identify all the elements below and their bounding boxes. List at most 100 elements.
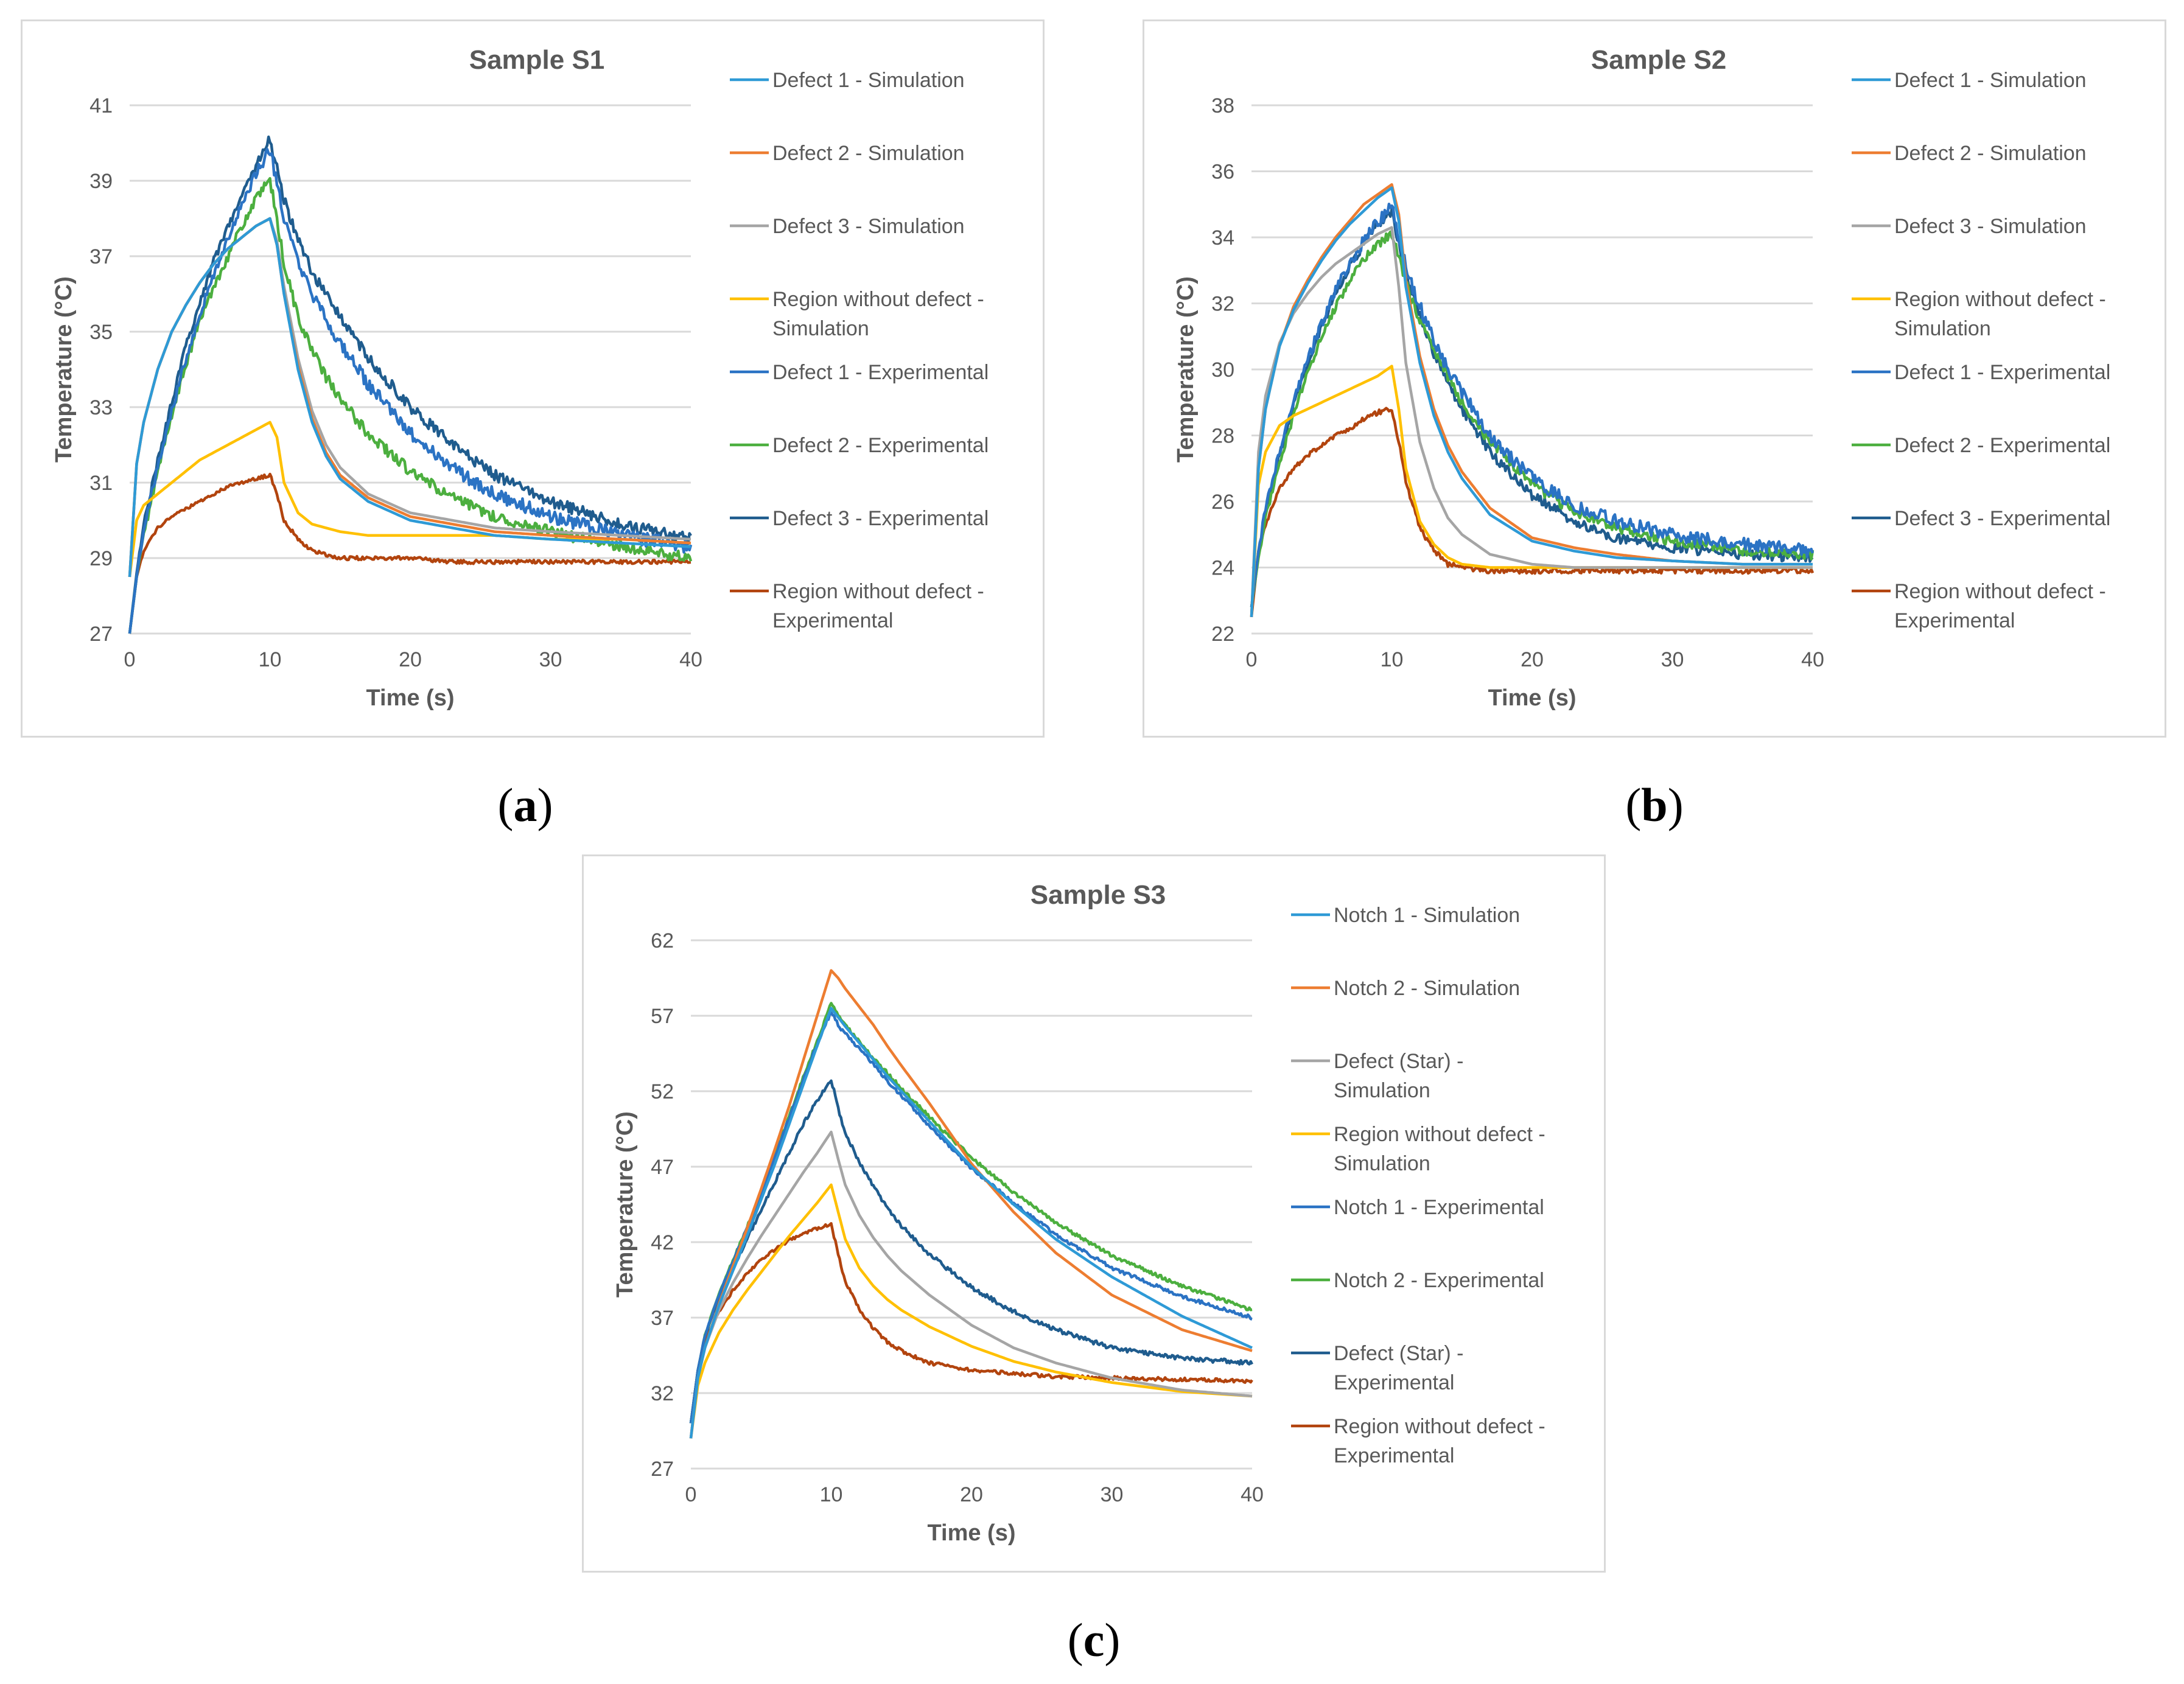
legend-entry: Defect 3 - Simulation	[1894, 215, 2087, 238]
chart-title: Sample S3	[1031, 880, 1166, 910]
legend-entry: Notch 1 - Experimental	[1334, 1196, 1544, 1219]
legend-entry: Region without defect -Experimental	[1334, 1415, 1545, 1467]
x-tick-label: 0	[685, 1483, 697, 1506]
chart-title: Sample S2	[1591, 45, 1727, 75]
series-line	[1250, 407, 1815, 618]
chart-panel-s2: Sample S2 22 24 26 28 30 32 34 36 38 0 10 20 30 40 Time…	[1143, 19, 2166, 738]
caption-a-letter: a	[513, 778, 537, 831]
series-line	[128, 217, 691, 578]
y-tick-label: 27	[89, 623, 113, 646]
legend-entry: Region without defect -Experimental	[772, 580, 984, 632]
y-tick-label: 24	[1211, 557, 1234, 580]
chart-s2-svg: Sample S2 22 24 26 28 30 32 34 36 38 0 10 20 30 40 Time…	[1173, 45, 2110, 711]
y-axis-title: Temperature (°C)	[51, 276, 77, 463]
y-tick-label: 41	[89, 94, 113, 117]
caption-c-letter: c	[1083, 1613, 1105, 1666]
caption-b-letter: b	[1641, 778, 1668, 831]
y-tick-label: 37	[651, 1307, 674, 1330]
y-tick-label: 47	[651, 1156, 674, 1179]
x-axis-title: Time (s)	[927, 1520, 1015, 1546]
legend-entry: Region without defect -Simulation	[1334, 1123, 1545, 1175]
y-tick-label: 28	[1211, 425, 1234, 448]
x-tick-label: 20	[399, 648, 422, 671]
series-line	[689, 969, 1253, 1439]
y-tick-label: 36	[1211, 161, 1234, 184]
y-tick-label: 35	[89, 321, 113, 344]
legend-entry: Defect 3 - Experimental	[772, 507, 989, 530]
x-tick-label: 30	[1661, 648, 1684, 671]
y-tick-label: 22	[1211, 623, 1234, 646]
y-tick-label: 57	[651, 1005, 674, 1028]
series-line	[1250, 202, 1815, 607]
y-axis-title: Temperature (°C)	[612, 1111, 638, 1298]
y-axis-title: Temperature (°C)	[1173, 276, 1199, 463]
y-tick-label: 39	[89, 170, 113, 193]
y-tick-label: 52	[651, 1080, 674, 1103]
chart-s1-svg: Sample S1 27 29 31 33 35 37 39 41 0 10 20 30 40 Time (…	[51, 45, 989, 711]
y-tick-label: 37	[89, 245, 113, 268]
legend-entry: Defect 1 - Simulation	[1894, 69, 2087, 92]
y-tick-label: 30	[1211, 358, 1234, 382]
x-tick-label: 40	[1801, 648, 1824, 671]
series-line	[128, 421, 691, 578]
y-tick-label: 42	[651, 1231, 674, 1254]
series-line	[128, 135, 692, 634]
y-tick-label: 26	[1211, 491, 1234, 514]
caption-b: (b)	[1625, 778, 1684, 831]
legend-entry: Region without defect -Simulation	[772, 288, 984, 340]
legend-entry: Defect (Star) -Experimental	[1334, 1342, 1463, 1394]
chart-panel-s1: Sample S1 27 29 31 33 35 37 39 41 0 10 20 30 40 Time (…	[21, 19, 1045, 738]
series-line	[1250, 208, 1814, 607]
series-line	[689, 1011, 1253, 1424]
legend-entry: Notch 2 - Simulation	[1334, 977, 1520, 1000]
x-tick-label: 40	[1241, 1483, 1264, 1506]
caption-c: (c)	[1067, 1613, 1121, 1666]
x-tick-label: 10	[1381, 648, 1404, 671]
legend-entry: Defect 1 - Simulation	[772, 69, 965, 92]
legend-entry: Defect 2 - Simulation	[1894, 142, 2087, 165]
series-line	[1250, 226, 1813, 617]
x-tick-label: 20	[960, 1483, 983, 1506]
chart-panel-s3: Sample S3 27 32 37 42 47 52 57 62 0 10 20 30 40 Time (…	[582, 854, 1606, 1573]
y-tick-label: 32	[1211, 293, 1234, 316]
chart-title: Sample S1	[469, 45, 605, 75]
legend-entry: Defect 2 - Experimental	[1894, 434, 2110, 457]
caption-a: (a)	[497, 778, 553, 831]
y-tick-label: 29	[89, 547, 113, 570]
series-line	[1250, 186, 1813, 618]
legend-entry: Defect 3 - Simulation	[772, 215, 965, 238]
series-line	[689, 1007, 1253, 1439]
series-line	[128, 472, 691, 634]
legend-entry: Defect 1 - Experimental	[1894, 361, 2110, 384]
y-tick-label: 32	[651, 1382, 674, 1405]
x-tick-label: 0	[1246, 648, 1258, 671]
x-axis-title: Time (s)	[366, 685, 454, 711]
y-tick-label: 38	[1211, 94, 1234, 117]
legend-entry: Defect (Star) -Simulation	[1334, 1050, 1463, 1102]
x-tick-label: 20	[1521, 648, 1544, 671]
series-line	[128, 147, 693, 634]
y-tick-label: 31	[89, 472, 113, 495]
series-line	[689, 1130, 1253, 1439]
x-tick-label: 40	[679, 648, 702, 671]
legend-entry: Defect 2 - Experimental	[772, 434, 989, 457]
legend-entry: Defect 3 - Experimental	[1894, 507, 2110, 530]
chart-s3-svg: Sample S3 27 32 37 42 47 52 57 62 0 10 20 30 40 Time (…	[612, 880, 1545, 1546]
x-tick-label: 10	[820, 1483, 843, 1506]
y-tick-label: 27	[651, 1458, 674, 1481]
legend-entry: Region without defect -Simulation	[1894, 288, 2106, 340]
legend-entry: Defect 1 - Experimental	[772, 361, 989, 384]
x-tick-label: 30	[539, 648, 562, 671]
series-line	[689, 1079, 1254, 1424]
series-line	[689, 1183, 1253, 1439]
y-tick-label: 33	[89, 396, 113, 419]
legend-entry: Defect 2 - Simulation	[772, 142, 965, 165]
y-tick-label: 34	[1211, 226, 1234, 250]
legend-entry: Notch 2 - Experimental	[1334, 1269, 1544, 1292]
x-tick-label: 10	[259, 648, 282, 671]
legend-entry: Notch 1 - Simulation	[1334, 904, 1520, 927]
x-axis-title: Time (s)	[1488, 685, 1576, 711]
x-tick-label: 0	[124, 648, 136, 671]
legend-entry: Region without defect -Experimental	[1894, 580, 2106, 632]
y-tick-label: 62	[651, 929, 674, 952]
